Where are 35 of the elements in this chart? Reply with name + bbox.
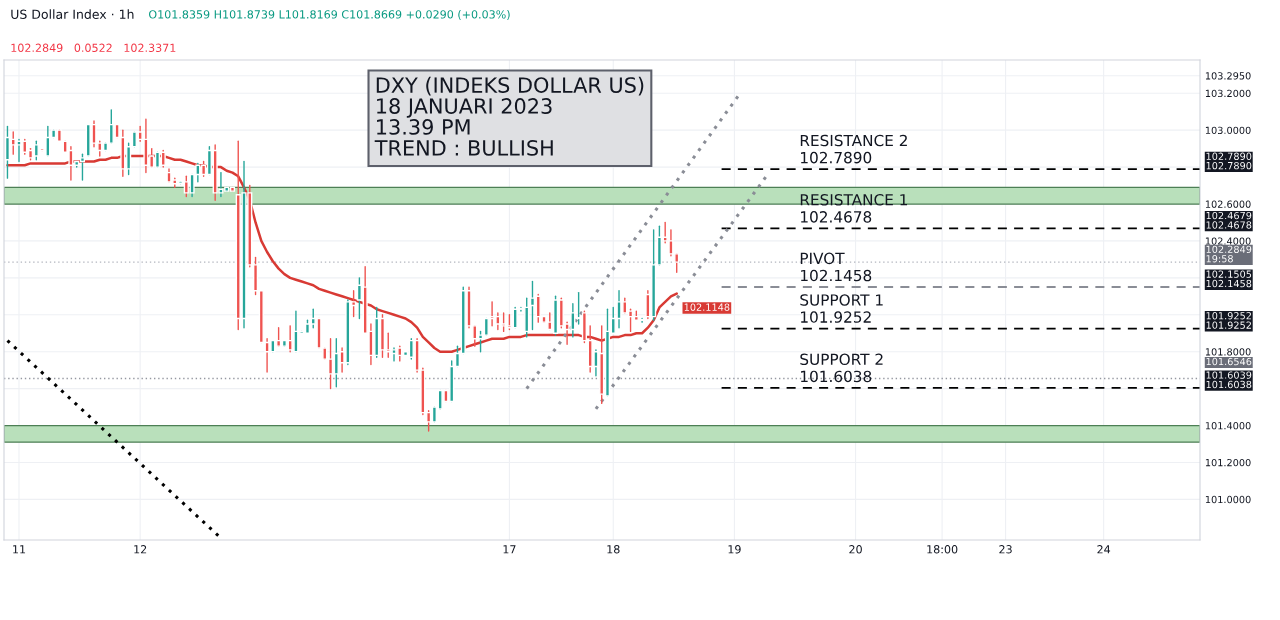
y-tick-label: 103.0000 bbox=[1205, 126, 1251, 134]
ref-line-label: 101.6039 101.6038 bbox=[1206, 371, 1252, 389]
y-tick-label: 103.2000 bbox=[1205, 89, 1251, 98]
y-tick-label: 101.2000 bbox=[1205, 458, 1251, 467]
annotation: DXY (INDEKS DOLLAR US) 18 JANUARI 2023 13.39 PM TREND : BULLISH bbox=[374, 76, 644, 156]
y-tick-label: 101.4000 bbox=[1205, 422, 1251, 430]
y-tick-label: 102.6000 bbox=[1205, 200, 1251, 208]
x-tick-label: 18 bbox=[607, 545, 620, 554]
y-tick-label: 102.4000 bbox=[1205, 237, 1251, 245]
text: 102.2849 0.0522 102.3371 bbox=[11, 43, 176, 52]
x-tick-label: 12 bbox=[134, 545, 147, 554]
x-tick-label: 23 bbox=[999, 545, 1012, 554]
x-tick-label: 18:00 bbox=[927, 545, 958, 554]
chart-title: US Dollar Index · 1h bbox=[11, 9, 134, 19]
chart-subtitle: O101.8359 H101.8739 L101.8169 C101.8669 +0.0290 (+0.03%) bbox=[149, 9, 510, 20]
annotation: SUPPORT 2 101.6038 bbox=[800, 353, 883, 383]
ref-line-label: 101.9252 101.9252 bbox=[1206, 312, 1251, 329]
x-tick-label: 19 bbox=[728, 545, 741, 554]
annotation: RESISTANCE 2 102.7890 bbox=[800, 134, 907, 164]
annotation: PIVOT 102.1458 bbox=[800, 252, 872, 282]
x-tick-label: 11 bbox=[13, 545, 26, 554]
annotation: RESISTANCE 1 102.4678 bbox=[800, 194, 908, 223]
y-tick-label: 101.8000 bbox=[1205, 348, 1251, 356]
ref-line-label: 102.7890 102.7890 bbox=[1206, 152, 1252, 170]
annotation: SUPPORT 1 101.9252 bbox=[800, 294, 883, 323]
x-tick-label: 24 bbox=[1097, 545, 1111, 554]
ref-line-label: 102.4679 102.4678 bbox=[1206, 211, 1252, 229]
x-tick-label: 20 bbox=[849, 545, 862, 554]
x-tick-label: 17 bbox=[503, 545, 516, 554]
y-tick-label: 101.0000 bbox=[1205, 495, 1251, 504]
y-tick-label: 103.2950 bbox=[1205, 72, 1251, 80]
ref-line-label: 101.6546 bbox=[1206, 357, 1252, 366]
ref-line-label: 102.2849 19:58 bbox=[1206, 245, 1252, 263]
ref-line-label: 102.1505 102.1458 bbox=[1206, 270, 1252, 288]
data-label: 102.1148 bbox=[684, 303, 730, 311]
